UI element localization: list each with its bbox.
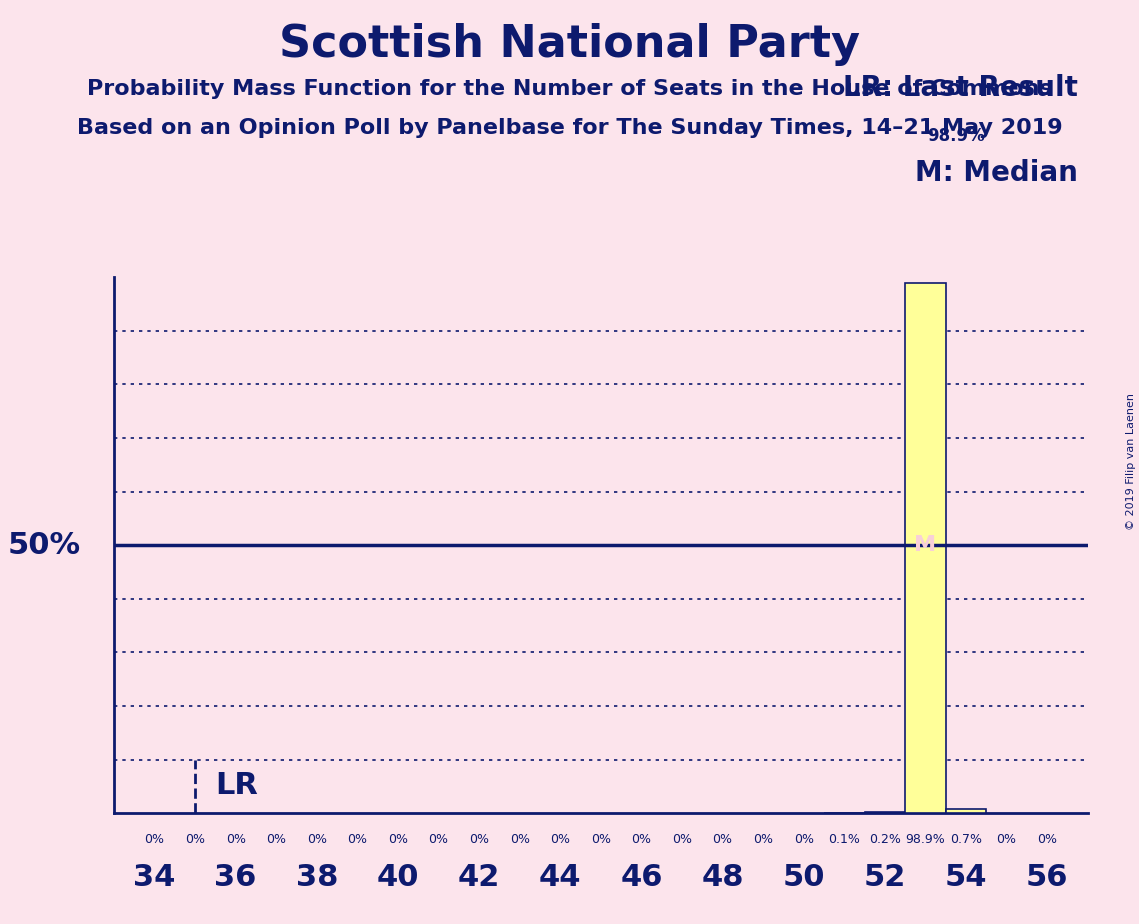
Text: 0%: 0% (550, 833, 571, 845)
Bar (865, 812, 906, 813)
Text: 0%: 0% (388, 833, 408, 845)
Text: LR: LR (215, 771, 259, 800)
Text: 50%: 50% (8, 530, 81, 560)
Text: 42: 42 (458, 863, 500, 892)
Text: 46: 46 (620, 863, 663, 892)
Text: 0%: 0% (753, 833, 773, 845)
Text: 0%: 0% (997, 833, 1017, 845)
Bar (945, 809, 986, 813)
Text: 0%: 0% (794, 833, 813, 845)
Text: 0%: 0% (347, 833, 368, 845)
Text: 50: 50 (782, 863, 825, 892)
Text: 0%: 0% (509, 833, 530, 845)
Text: 40: 40 (377, 863, 419, 892)
Text: 38: 38 (296, 863, 338, 892)
Text: M: M (915, 535, 936, 555)
Text: Based on an Opinion Poll by Panelbase for The Sunday Times, 14–21 May 2019: Based on an Opinion Poll by Panelbase fo… (76, 118, 1063, 139)
Bar (906, 283, 945, 813)
Text: 44: 44 (539, 863, 582, 892)
Text: 0%: 0% (631, 833, 652, 845)
Text: 0%: 0% (306, 833, 327, 845)
Text: M: Median: M: Median (915, 159, 1077, 188)
Text: Probability Mass Function for the Number of Seats in the House of Commons: Probability Mass Function for the Number… (87, 79, 1052, 99)
Text: 36: 36 (214, 863, 256, 892)
Text: 0%: 0% (713, 833, 732, 845)
Text: 0%: 0% (428, 833, 449, 845)
Text: 0%: 0% (226, 833, 246, 845)
Text: 0.7%: 0.7% (950, 833, 982, 845)
Text: LR: Last Result: LR: Last Result (843, 74, 1077, 102)
Text: 34: 34 (133, 863, 175, 892)
Text: 0.2%: 0.2% (869, 833, 901, 845)
Text: 0%: 0% (145, 833, 164, 845)
Text: 98.9%: 98.9% (927, 128, 985, 145)
Text: 54: 54 (944, 863, 988, 892)
Text: 0%: 0% (267, 833, 286, 845)
Text: 52: 52 (863, 863, 906, 892)
Text: 0%: 0% (1038, 833, 1057, 845)
Text: 56: 56 (1026, 863, 1068, 892)
Text: 48: 48 (702, 863, 744, 892)
Text: 98.9%: 98.9% (906, 833, 945, 845)
Text: 0%: 0% (185, 833, 205, 845)
Text: 0%: 0% (469, 833, 489, 845)
Text: 0%: 0% (672, 833, 693, 845)
Text: 0%: 0% (591, 833, 611, 845)
Text: © 2019 Filip van Laenen: © 2019 Filip van Laenen (1125, 394, 1136, 530)
Text: 0.1%: 0.1% (828, 833, 860, 845)
Text: Scottish National Party: Scottish National Party (279, 23, 860, 67)
